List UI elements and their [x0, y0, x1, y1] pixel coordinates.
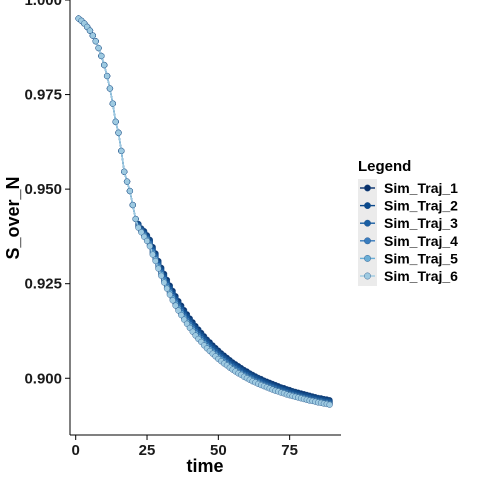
y-ticks: 0.900 0.925 0.950 0.975 1.000 [24, 0, 70, 387]
legend-item: Sim_Traj_2 [360, 198, 458, 214]
data-point [101, 61, 108, 69]
data-point [123, 178, 131, 185]
data-point [103, 72, 111, 80]
data-point [166, 291, 173, 298]
legend-item: Sim_Traj_1 [360, 180, 458, 196]
y-tick-label: 0.975 [24, 87, 62, 104]
x-ticks: 0 25 50 75 [72, 435, 298, 459]
data-point [152, 257, 159, 265]
x-axis-title: time [186, 456, 223, 476]
data-point [95, 44, 102, 52]
plot-area [75, 15, 333, 408]
data-point [158, 272, 165, 279]
legend-item: Sim_Traj_4 [360, 233, 458, 249]
data-point [98, 52, 105, 60]
legend-label: Sim_Traj_1 [384, 180, 458, 196]
data-point [106, 85, 114, 92]
y-tick-label: 1.000 [24, 0, 62, 9]
legend-item: Sim_Traj_5 [360, 250, 458, 266]
axes [69, 0, 341, 436]
series-Sim_Traj_6 [75, 15, 333, 408]
data-point [326, 401, 333, 408]
data-point [163, 285, 171, 292]
x-tick-label: 25 [139, 442, 156, 459]
data-point [175, 307, 182, 314]
legend-key-point [364, 272, 371, 280]
data-point [129, 201, 136, 209]
data-point [86, 27, 94, 34]
data-point [146, 243, 153, 250]
y-tick-label: 0.900 [24, 370, 62, 387]
y-tick-label: 0.925 [24, 276, 62, 293]
data-point [178, 311, 185, 319]
data-point [138, 229, 145, 236]
data-point [118, 147, 125, 155]
data-point [143, 237, 151, 245]
legend-key-point [364, 184, 371, 192]
data-point [172, 302, 179, 309]
y-tick-label: 0.950 [24, 181, 62, 198]
legend-item: Sim_Traj_3 [360, 215, 458, 231]
legend-key-point [364, 254, 371, 262]
legend-label: Sim_Traj_3 [384, 215, 458, 231]
legend-key-point [364, 202, 371, 210]
data-point [115, 129, 122, 136]
legend-title: Legend [358, 158, 411, 175]
data-point [109, 100, 116, 107]
data-point [155, 265, 162, 272]
legend-label: Sim_Traj_4 [384, 233, 458, 249]
legend-key-point [364, 237, 371, 245]
x-tick-label: 75 [281, 442, 298, 459]
legend-item: Sim_Traj_6 [360, 268, 458, 284]
data-point [112, 118, 119, 125]
data-point [121, 168, 128, 175]
legend-key-point [364, 219, 371, 227]
legend-label: Sim_Traj_5 [384, 250, 458, 266]
legend-key-background [358, 179, 377, 286]
data-point [161, 279, 168, 286]
legend-label: Sim_Traj_6 [384, 268, 458, 284]
data-point [89, 32, 96, 39]
data-point [135, 224, 142, 231]
legend-label: Sim_Traj_2 [384, 198, 458, 214]
data-point [169, 297, 176, 304]
data-point [132, 215, 139, 223]
data-point [149, 251, 156, 258]
data-point [92, 38, 99, 45]
y-axis-title: S_over_N [3, 176, 23, 259]
x-tick-label: 0 [72, 442, 80, 459]
x-tick-label: 50 [210, 442, 227, 459]
data-point [126, 187, 134, 195]
